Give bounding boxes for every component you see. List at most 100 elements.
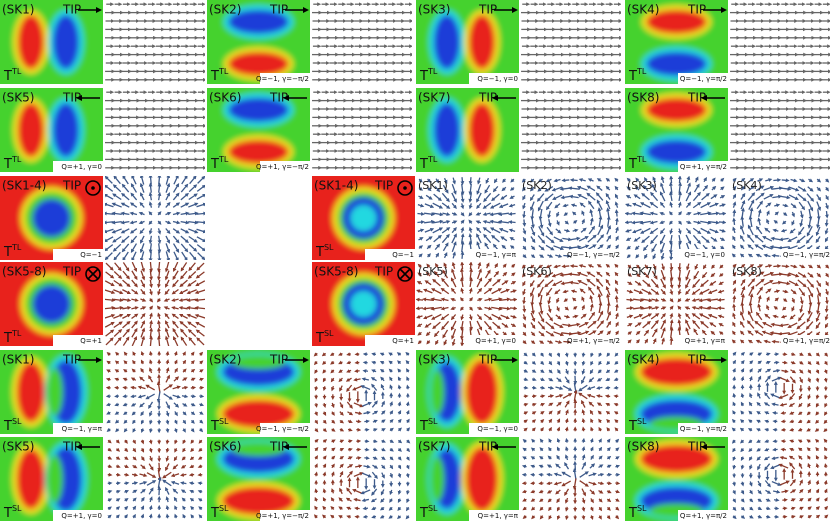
arrow: [173, 176, 179, 185]
vector-field-body: [730, 437, 830, 521]
vector-field-body: (SK5) Q=+1, γ=0: [416, 262, 517, 346]
arrow: [597, 224, 604, 236]
arrow: [614, 177, 619, 182]
tip-arrow-head: [701, 95, 707, 101]
arrow: [113, 251, 121, 260]
heat-map: [312, 176, 415, 260]
t-sup: TL: [218, 155, 229, 164]
tip-label: TIP: [687, 91, 706, 105]
arrow: [677, 263, 682, 272]
arrow: [773, 264, 782, 269]
heat-panel-body: (SK5-8) TIP TTL Q=+1: [0, 262, 103, 346]
vector-field: [521, 350, 621, 434]
arrow: [139, 251, 145, 260]
field-bg: [730, 350, 830, 434]
arrow: [824, 296, 829, 305]
vector-field: (SK2) Q=−1, γ=−π/2: [520, 176, 621, 260]
arrow: [129, 202, 138, 208]
arrow: [157, 228, 162, 235]
field-bg: [105, 176, 205, 260]
arrow: [180, 192, 189, 201]
arrow: [581, 360, 586, 367]
arrow: [188, 243, 198, 252]
arrow: [555, 228, 562, 234]
arrow: [181, 176, 188, 185]
panel-label: (SK1-4): [2, 179, 46, 193]
arrow: [105, 244, 114, 252]
arrow: [521, 178, 526, 183]
arrow: [484, 184, 491, 194]
arrow: [468, 192, 473, 203]
arrow: [468, 212, 473, 217]
arrow: [451, 233, 457, 244]
t-label: TTL: [3, 155, 22, 172]
t-label: TTL: [419, 67, 438, 84]
q-box: [467, 249, 517, 260]
arrow: [138, 220, 145, 225]
arrow: [606, 472, 613, 477]
arrow: [501, 186, 507, 192]
arrow: [529, 186, 535, 192]
vector-field-body: (SK8) Q=+1, γ=π/2: [730, 262, 831, 346]
q-label: Q=+1, γ=−π/2: [256, 163, 309, 171]
arrow: [554, 203, 561, 209]
arrow: [498, 203, 509, 208]
arrow: [547, 385, 555, 390]
tip-label: TIP: [62, 265, 81, 279]
arrow: [590, 426, 594, 432]
arrow: [553, 178, 561, 183]
panel-label: (SK1): [2, 3, 34, 17]
arrow: [485, 177, 490, 184]
arrow: [537, 186, 544, 192]
arrow: [148, 447, 153, 454]
arrow: [131, 481, 139, 486]
arrow: [475, 211, 482, 216]
t-base: T: [3, 245, 12, 260]
arrow: [565, 515, 569, 521]
vector-field: [105, 176, 205, 260]
vector-field: [312, 0, 412, 84]
tip-arrow-head: [283, 95, 289, 101]
arrow: [578, 178, 586, 182]
arrow: [196, 220, 205, 225]
arrow: [435, 252, 440, 258]
arrow: [149, 428, 153, 434]
q-label: Q=−1: [392, 251, 414, 259]
arrow: [509, 186, 515, 191]
arrow: [614, 295, 619, 303]
arrow: [824, 219, 829, 227]
arrow: [581, 218, 585, 225]
arrow: [114, 377, 120, 382]
arrow: [531, 402, 537, 407]
arrow: [441, 202, 451, 209]
arrow: [165, 201, 171, 208]
heat-panel-body: (SK1-4) TIP TSL Q=−1: [312, 176, 415, 260]
core: [350, 205, 377, 231]
arrow: [442, 212, 451, 216]
q-box: [678, 73, 728, 84]
arrow: [157, 235, 162, 245]
arrow: [188, 211, 199, 216]
arrow: [523, 402, 529, 407]
arrow: [148, 439, 153, 445]
t-sup: SL: [219, 417, 229, 426]
arrow: [121, 192, 130, 201]
tip-symbol: [91, 186, 95, 190]
arrow: [416, 297, 424, 302]
vector-field: [312, 88, 412, 172]
arrow: [578, 244, 590, 250]
t-sup: TL: [11, 67, 22, 76]
vector-field: (SK5) Q=+1, γ=0: [416, 262, 517, 346]
arrow: [563, 212, 568, 217]
arrow: [564, 352, 569, 358]
arrow: [148, 251, 153, 260]
arrow: [172, 183, 180, 193]
vector-field: [105, 88, 205, 172]
arrow: [139, 201, 145, 208]
vector-field: [312, 350, 412, 434]
arrow: [537, 200, 544, 212]
arrow: [564, 228, 571, 233]
arrow: [508, 228, 516, 233]
arrow: [483, 233, 492, 244]
